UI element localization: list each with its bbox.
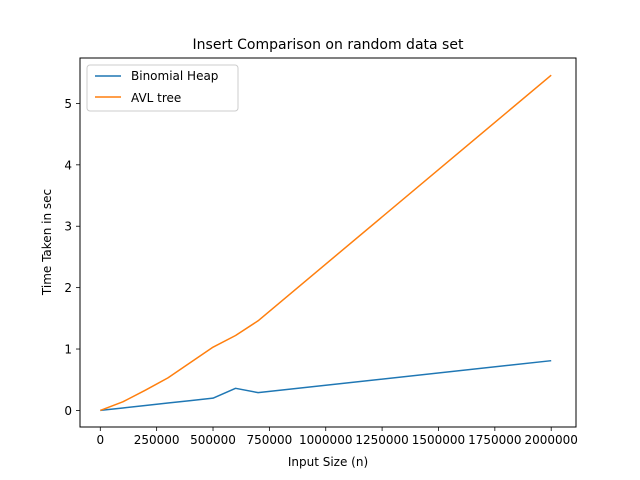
legend-label-binomial-heap: Binomial Heap [131, 69, 218, 83]
x-tick-label: 1500000 [412, 433, 465, 447]
y-tick-label: 5 [64, 97, 72, 111]
x-tick-label: 750000 [246, 433, 292, 447]
series-layer [100, 74, 552, 412]
plot-area [79, 57, 577, 428]
chart-title: Insert Comparison on random data set [193, 37, 464, 53]
legend: Binomial Heap AVL tree [86, 64, 239, 112]
x-tick-label: 1000000 [299, 433, 352, 447]
series-line-avl-tree [100, 74, 552, 412]
x-tick-label: 250000 [134, 433, 180, 447]
legend-label-avl-tree: AVL tree [131, 91, 181, 105]
x-tick-label: 2000000 [524, 433, 577, 447]
x-tick-label: 500000 [190, 433, 236, 447]
x-tick-label: 1250000 [355, 433, 408, 447]
y-tick-label: 4 [64, 158, 72, 172]
x-axis-label: Input Size (n) [288, 455, 368, 469]
legend-box [86, 64, 239, 112]
x-tick-label: 1750000 [468, 433, 521, 447]
series-line-binomial-heap [100, 359, 552, 412]
y-tick-label: 3 [64, 220, 72, 234]
x-axis-ticks: 0 250000 500000 750000 1000000 1250000 1500000… [96, 427, 578, 447]
y-axis-ticks: 0 1 2 3 4 5 [64, 97, 80, 418]
y-tick-label: 1 [64, 343, 72, 357]
x-tick-label: 0 [96, 433, 104, 447]
y-axis-label: Time Taken in sec [40, 189, 54, 296]
plot-frame [79, 57, 577, 428]
y-tick-label: 2 [64, 281, 72, 295]
y-tick-label: 0 [64, 404, 72, 418]
